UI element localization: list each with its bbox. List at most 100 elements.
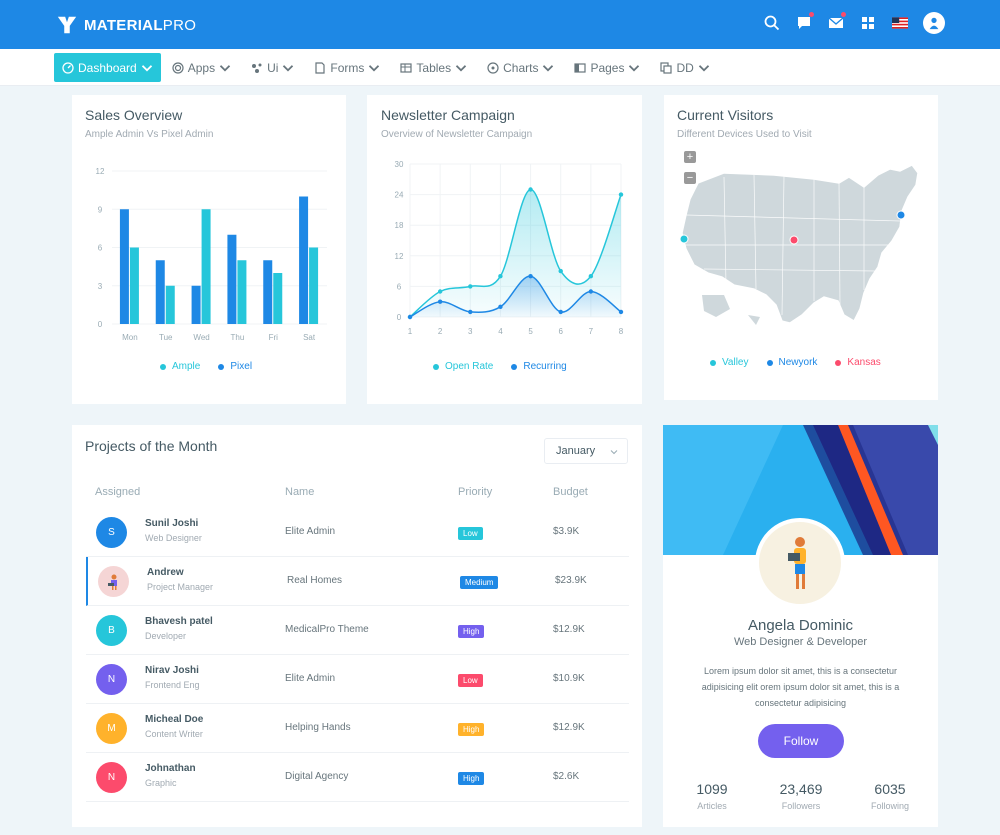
y-tick-label: 6 (98, 244, 103, 253)
profile-stat-followers: 23,469 Followers (761, 781, 841, 811)
table-row[interactable]: N Nirav Joshi Frontend Eng Elite Admin Low $1… (86, 655, 629, 704)
map-zoom-out-button[interactable]: − (684, 172, 696, 184)
stat-value: 6035 (874, 781, 906, 797)
legend-item[interactable]: Open Rate (433, 361, 493, 372)
message-icon[interactable] (795, 12, 814, 32)
bar-pixel[interactable] (191, 285, 201, 324)
bar-pixel[interactable] (119, 209, 129, 324)
x-tick-label: 5 (528, 327, 533, 336)
table-row[interactable]: N Johnathan Graphic Digital Agency High $2.6K (86, 753, 629, 802)
grid-icon[interactable] (859, 14, 877, 32)
mail-icon[interactable] (827, 12, 846, 32)
nav-item-tables[interactable]: Tables (391, 53, 476, 82)
map-zoom-in-button[interactable]: + (684, 151, 696, 163)
us-flag-icon[interactable] (891, 14, 909, 32)
assignee-name: Sunil Joshi (145, 518, 199, 529)
project-name: Digital Agency (285, 771, 349, 782)
x-tick-label: Thu (231, 333, 245, 342)
nav-item-dd[interactable]: DD (651, 53, 718, 82)
nav-item-charts[interactable]: Charts (478, 53, 563, 82)
nav-item-dashboard[interactable]: Dashboard (54, 53, 161, 82)
bar-ample[interactable] (309, 247, 319, 325)
legend-item[interactable]: Recurring (511, 361, 567, 372)
legend-item[interactable]: Pixel (218, 361, 252, 372)
avatar: M (96, 713, 127, 744)
nav-item-apps[interactable]: Apps (163, 53, 240, 82)
point-open-rate[interactable] (437, 289, 443, 294)
point-recurring[interactable] (437, 299, 443, 304)
nav-item-forms[interactable]: Forms (305, 53, 389, 82)
bar-ample[interactable] (273, 273, 283, 324)
point-open-rate[interactable] (468, 284, 473, 289)
x-tick-label: 3 (468, 327, 473, 336)
follow-button[interactable]: Follow (758, 724, 844, 758)
point-open-rate[interactable] (618, 192, 624, 197)
point-open-rate[interactable] (588, 274, 594, 279)
y-tick-label: 30 (395, 160, 404, 169)
profile-stat-articles: 1099 Articles (672, 781, 752, 811)
month-select[interactable]: January (544, 438, 628, 464)
legend-dot (218, 363, 225, 370)
bar-ample[interactable] (237, 260, 247, 324)
priority-badge: Low (458, 674, 483, 687)
project-name: Elite Admin (285, 673, 336, 684)
assignee-name: Johnathan (145, 763, 196, 774)
point-recurring[interactable] (618, 309, 624, 315)
stat-value: 1099 (696, 781, 728, 797)
point-open-rate[interactable] (528, 187, 533, 192)
month-select-value: January (556, 445, 596, 457)
assignee-role: Graphic (145, 778, 177, 788)
point-recurring[interactable] (528, 274, 533, 279)
bar-pixel[interactable] (155, 260, 165, 324)
nav-item-pages[interactable]: Pages (565, 53, 649, 82)
user-avatar[interactable] (923, 12, 945, 34)
legend-item[interactable]: Ample (160, 361, 200, 372)
legend-label: Newyork (778, 357, 818, 368)
point-recurring[interactable] (498, 304, 503, 309)
brand-logo[interactable]: MATERIALPRO (56, 14, 196, 36)
point-recurring[interactable] (407, 314, 413, 320)
legend-dot (511, 363, 518, 370)
line-recurring[interactable] (409, 275, 622, 318)
bar-pixel[interactable] (263, 260, 273, 324)
point-open-rate[interactable] (558, 268, 563, 274)
bar-ample[interactable] (129, 247, 139, 325)
table-row[interactable]: M Micheal Doe Content Writer Helping Hands H… (86, 704, 629, 753)
point-recurring[interactable] (588, 289, 594, 294)
x-tick-label: Wed (193, 333, 209, 342)
profile-name: Angela Dominic (747, 617, 854, 634)
legend-item[interactable]: Newyork (766, 357, 818, 368)
avatar (98, 566, 129, 597)
bar-ample[interactable] (165, 285, 175, 324)
y-tick-label: 12 (96, 167, 105, 176)
nav-item-ui[interactable]: Ui (242, 53, 303, 82)
area-recurring (410, 276, 621, 317)
search-icon[interactable] (763, 14, 781, 32)
bar-ample[interactable] (201, 209, 211, 324)
col-assigned[interactable]: Assigned (95, 486, 141, 498)
bar-pixel[interactable] (227, 234, 237, 324)
current-visitors-card: Current Visitors Different Devices Used … (664, 95, 938, 400)
col-name[interactable]: Name (285, 486, 315, 498)
table-row[interactable]: Andrew Project Manager Real Homes Medium $23… (86, 557, 629, 606)
chevron-down-icon (283, 64, 294, 72)
x-tick-label: 4 (498, 327, 503, 336)
point-recurring[interactable] (558, 309, 563, 315)
point-recurring[interactable] (468, 309, 473, 315)
pages-icon (574, 62, 587, 73)
brand-name-bold: MATERIAL (84, 16, 163, 34)
table-row[interactable]: S Sunil Joshi Web Designer Elite Admin Low $3… (86, 508, 629, 557)
legend-item[interactable]: Kansas (835, 357, 881, 368)
budget-value: $23.9K (555, 575, 587, 586)
bar-pixel[interactable] (299, 196, 309, 325)
table-row[interactable]: B Bhavesh patel Developer MedicalPro Theme H… (86, 606, 629, 655)
legend-item[interactable]: Valley (710, 357, 749, 368)
projects-title: Projects of the Month (85, 438, 218, 454)
logo-icon (57, 16, 77, 34)
point-open-rate[interactable] (498, 274, 503, 279)
col-priority[interactable]: Priority (458, 486, 493, 498)
budget-value: $3.9K (553, 526, 580, 537)
chevron-down-icon (141, 64, 152, 72)
col-budget[interactable]: Budget (553, 486, 588, 498)
